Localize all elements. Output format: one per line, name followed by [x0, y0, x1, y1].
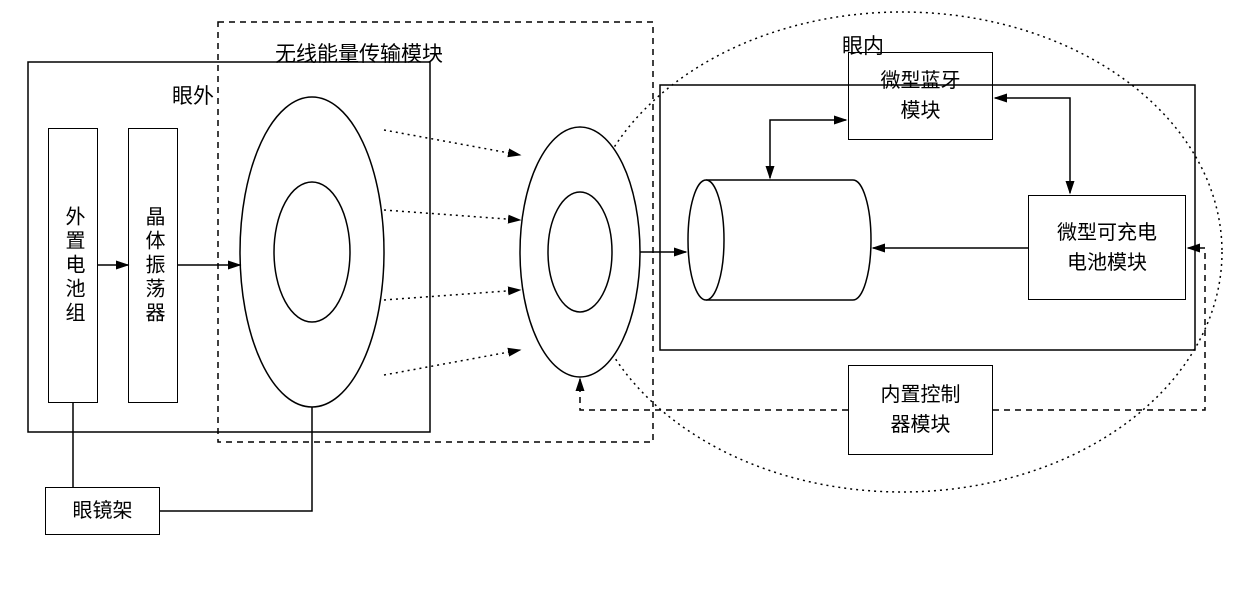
arrow-cyl-bt — [770, 120, 846, 178]
wireless-module-label: 无线能量传输模块 — [275, 38, 443, 68]
line-frame-tx — [160, 407, 312, 511]
ext-battery-box: 外置电池组 — [48, 128, 98, 403]
crystal-osc-box: 晶体振荡器 — [128, 128, 178, 403]
dot-arrow-2 — [384, 210, 520, 220]
arrow-ctrl-rx — [580, 379, 848, 410]
outer-eye-label: 眼外 — [172, 80, 214, 110]
ctrl-label-1: 内置控制 — [881, 380, 961, 410]
dot-arrow-3 — [384, 290, 520, 300]
bluetooth-box: 微型蓝牙 模块 — [848, 52, 993, 140]
image-acq-cylinder — [688, 180, 871, 300]
glasses-frame-box: 眼镜架 — [45, 487, 160, 535]
tx-end-label: 发射端 — [292, 195, 332, 273]
recharge-label-2: 电池模块 — [1067, 248, 1147, 278]
ctrl-label-2: 器模块 — [891, 410, 951, 440]
arrow-recharge-bt — [995, 98, 1070, 193]
glasses-frame-label: 眼镜架 — [73, 496, 133, 526]
recharge-box: 微型可充电 电池模块 — [1028, 195, 1186, 300]
rx-end-label: 接收端 — [560, 200, 600, 278]
crystal-osc-label: 晶体振荡器 — [138, 206, 168, 326]
dot-arrow-4 — [384, 350, 520, 375]
dot-arrow-1 — [384, 130, 520, 155]
inner-eye-label: 眼内 — [842, 30, 884, 60]
controller-box: 内置控制 器模块 — [848, 365, 993, 455]
recharge-label-1: 微型可充电 — [1057, 218, 1157, 248]
bluetooth-label-2: 模块 — [901, 96, 941, 126]
img-acq-label: 图像采 集模块 — [718, 215, 778, 279]
ext-battery-label: 外置电池组 — [58, 206, 88, 326]
bluetooth-label-1: 微型蓝牙 — [881, 66, 961, 96]
